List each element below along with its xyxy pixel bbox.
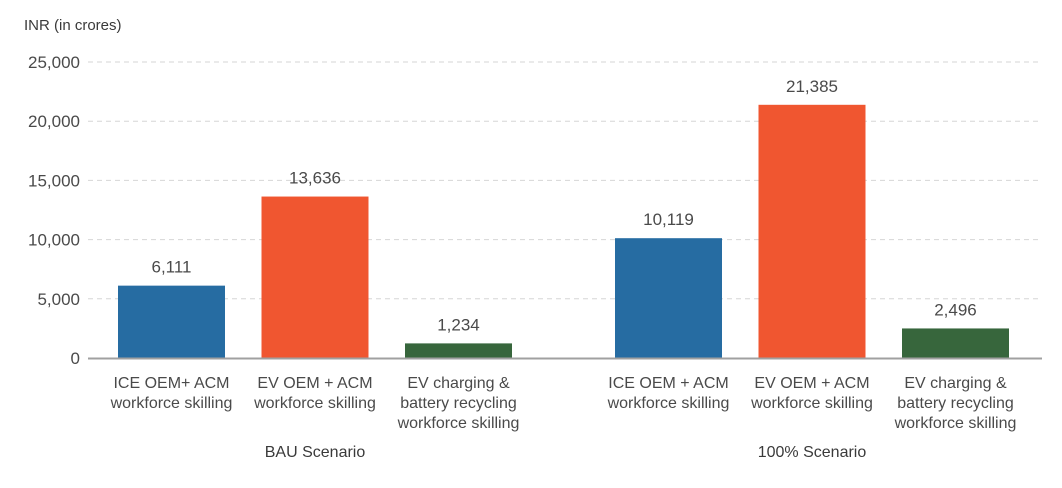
y-tick-label: 25,000 [28, 53, 80, 72]
data-label: 10,119 [643, 210, 694, 229]
data-label: 6,111 [151, 258, 191, 277]
y-tick-label: 20,000 [28, 112, 80, 131]
data-label: 21,385 [786, 77, 838, 96]
bar [261, 196, 369, 358]
group-labels: BAU Scenario 100% Scenario [265, 444, 867, 461]
group-label: BAU Scenario [265, 444, 366, 461]
y-tick-label: 0 [71, 349, 80, 368]
category-label: ICE OEM+ ACM workforce skilling [110, 375, 233, 412]
category-label: EV OEM + ACM workforce skilling [750, 375, 873, 412]
gridlines [88, 61, 1042, 300]
category-label: EV charging & battery recycling workforce … [397, 375, 520, 432]
y-tick-label: 10,000 [28, 231, 80, 250]
bar [118, 285, 225, 358]
bar [758, 104, 866, 358]
group-label: 100% Scenario [758, 444, 867, 461]
y-axis-ticks: 0 5,000 10,000 15,000 20,000 25,000 [28, 53, 80, 368]
y-axis-title: INR (in crores) [24, 17, 122, 34]
data-label: 1,234 [437, 315, 480, 334]
y-tick-label: 15,000 [28, 171, 80, 190]
bar [902, 328, 1009, 358]
category-label: ICE OEM + ACM workforce skilling [607, 375, 730, 412]
bars [118, 104, 1009, 358]
bar [405, 343, 512, 358]
data-label: 13,636 [289, 169, 341, 188]
category-label: EV charging & battery recycling workforce … [894, 375, 1017, 432]
category-label: EV OEM + ACM workforce skilling [253, 375, 376, 412]
y-tick-label: 5,000 [37, 290, 80, 309]
category-labels: ICE OEM+ ACM workforce skilling EV OEM + A… [110, 375, 1017, 432]
data-label: 2,496 [934, 300, 977, 319]
bar [615, 238, 722, 358]
data-labels: 6,111 13,636 1,234 10,119 21,385 2,496 [151, 77, 976, 335]
